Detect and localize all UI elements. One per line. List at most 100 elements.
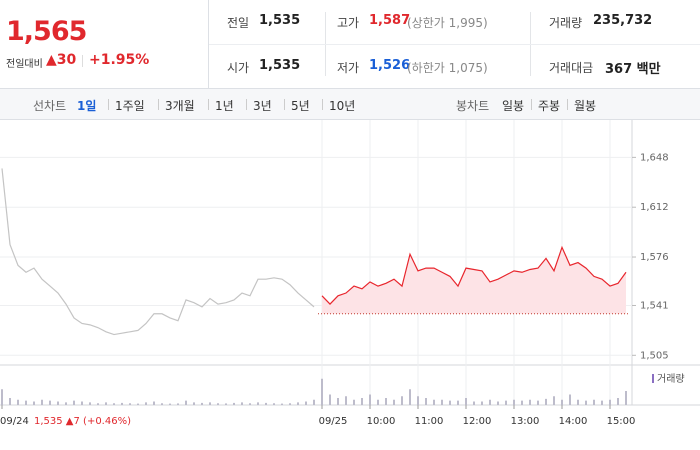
x-tick-label: 13:00	[511, 416, 540, 427]
volume-bar	[257, 402, 259, 405]
info-label: 거래량	[549, 16, 583, 30]
volume-bar	[505, 400, 507, 405]
volume-bar	[393, 399, 395, 405]
volume-bar	[553, 396, 555, 405]
x-tick-label: 09/24	[0, 416, 29, 427]
price-line	[321, 245, 627, 305]
tab-divider	[284, 99, 285, 110]
volume-bar	[473, 401, 475, 405]
volume-bar	[249, 403, 251, 405]
info-value: 1,526	[369, 58, 411, 73]
volume-bar	[313, 399, 315, 405]
volume-bar	[465, 398, 467, 405]
volume-bar	[169, 403, 171, 405]
volume-bar	[529, 399, 531, 405]
volume-bar	[129, 403, 131, 405]
tab[interactable]: 3개월	[165, 99, 195, 113]
tab[interactable]: 1년	[215, 99, 234, 113]
tab-bar: 선차트 1일 1주일 3개월 1년 3년 5년 10년 봉차트 일봉 주봉 월봉	[0, 89, 700, 120]
tab-divider	[246, 99, 247, 110]
tab[interactable]: 10년	[329, 99, 356, 113]
volume-bar	[193, 402, 195, 405]
legend-label: 거래량	[657, 373, 685, 385]
volume-bar	[361, 398, 363, 405]
volume-bar	[569, 394, 571, 405]
volume-bar	[513, 399, 515, 405]
info-value: 367 백만	[605, 62, 661, 77]
y-tick-label: 1,576	[640, 252, 669, 263]
volume-bar	[145, 402, 147, 405]
info-panel: 전일 1,535 고가 1,587 (상한가 1,995) 거래량 235,732 시가 1,5…	[209, 0, 700, 89]
volume-bar	[217, 403, 219, 405]
info-note: (하한가 1,075)	[407, 61, 488, 75]
volume-bar	[305, 401, 307, 405]
volume-bar	[401, 396, 403, 405]
volume-bar	[225, 403, 227, 405]
volume-bar	[489, 399, 491, 405]
price: 1,565	[6, 16, 87, 47]
volume-bar	[33, 401, 35, 405]
volume-bar	[137, 403, 139, 405]
volume-bar	[417, 396, 419, 405]
volume-bar	[457, 400, 459, 405]
volume-bar	[265, 402, 267, 405]
tab[interactable]: 5년	[291, 99, 310, 113]
volume-bar	[329, 394, 331, 405]
info-label: 시가	[227, 61, 250, 75]
tab[interactable]: 일봉	[502, 99, 525, 113]
divider	[209, 44, 700, 45]
volume-bar	[41, 399, 43, 405]
volume-bar	[65, 402, 67, 405]
y-tick-label: 1,612	[640, 202, 669, 213]
tab-group-label: 봉차트	[456, 99, 490, 113]
volume-bar	[281, 403, 283, 405]
volume-bar	[521, 400, 523, 405]
volume-bar	[537, 400, 539, 405]
info-value: 235,732	[593, 13, 653, 28]
volume-bar	[601, 400, 603, 405]
volume-bar	[185, 400, 187, 405]
tab-divider	[108, 99, 109, 110]
volume-bar	[273, 403, 275, 405]
volume-bar	[209, 402, 211, 405]
tab-group-label: 선차트	[33, 99, 67, 113]
volume-bar	[25, 400, 27, 405]
area	[322, 247, 626, 314]
volume-bar	[177, 403, 179, 405]
volume-bar	[561, 399, 563, 405]
volume-bar	[289, 403, 291, 405]
change: ▲30	[46, 52, 77, 68]
info-label: 저가	[337, 61, 360, 75]
x-tick-label: 12:00	[463, 416, 492, 427]
y-tick-label: 1,541	[640, 300, 669, 311]
volume-bar	[321, 378, 323, 405]
volume-bar	[585, 400, 587, 405]
volume-bar	[593, 399, 595, 405]
volume-bar	[617, 398, 619, 405]
volume-bar	[345, 396, 347, 405]
tab-divider	[531, 99, 532, 110]
volume-bar	[297, 402, 299, 405]
x-tick-label: 15:00	[607, 416, 636, 427]
volume-bar	[385, 398, 387, 405]
price-line	[1, 168, 315, 336]
tab[interactable]: 주봉	[538, 99, 561, 113]
tab-divider	[322, 99, 323, 110]
volume-bar	[337, 398, 339, 405]
volume-bar	[353, 399, 355, 405]
tab[interactable]: 1주일	[115, 99, 145, 113]
volume-bar	[377, 399, 379, 405]
legend-swatch	[652, 374, 654, 383]
tab[interactable]: 월봉	[574, 99, 597, 113]
volume-bar	[425, 398, 427, 405]
tab[interactable]: 1일	[77, 99, 97, 113]
volume-bar	[113, 403, 115, 405]
y-tick-label: 1,648	[640, 152, 669, 163]
price-box: 1,565 전일대비 ▲30 +1.95%	[0, 0, 209, 89]
tab[interactable]: 3년	[253, 99, 272, 113]
volume-bar	[89, 402, 91, 405]
x-tick-label: 10:00	[367, 416, 396, 427]
info-value: 1,535	[259, 58, 301, 73]
